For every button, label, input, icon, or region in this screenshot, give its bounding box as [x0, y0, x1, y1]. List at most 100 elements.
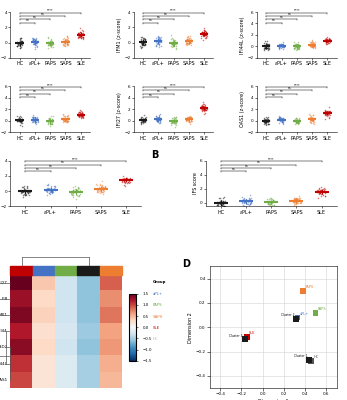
Point — [279, 42, 284, 49]
Point — [262, 116, 268, 122]
Point — [24, 184, 30, 191]
Point — [262, 118, 268, 124]
Point — [138, 120, 144, 126]
Point — [76, 111, 81, 117]
Point — [291, 118, 297, 125]
Point — [173, 116, 178, 122]
Point — [297, 119, 302, 125]
Point — [16, 116, 21, 122]
Point — [15, 43, 20, 50]
Point — [183, 118, 189, 124]
Point — [292, 195, 298, 201]
Point — [50, 189, 56, 195]
Point — [17, 39, 23, 46]
Point — [292, 121, 297, 128]
Point — [19, 123, 25, 130]
Point — [202, 32, 208, 38]
Point — [261, 119, 266, 126]
Point — [202, 28, 208, 34]
Point — [278, 41, 283, 48]
Point — [171, 38, 177, 44]
Point — [219, 202, 225, 208]
Point — [75, 192, 80, 198]
Point — [184, 114, 189, 120]
Point — [60, 112, 66, 118]
Point — [290, 199, 296, 205]
Point — [44, 185, 50, 192]
Point — [48, 37, 54, 44]
Point — [18, 39, 24, 45]
Point — [327, 109, 332, 115]
Point — [46, 115, 52, 121]
Point — [44, 188, 50, 195]
Point — [267, 202, 272, 209]
Point — [280, 115, 286, 121]
Point — [45, 116, 51, 123]
Point — [18, 44, 23, 51]
Point — [185, 40, 190, 46]
Point — [266, 201, 272, 207]
Point — [295, 117, 301, 123]
Point — [296, 121, 301, 127]
Point — [153, 42, 159, 48]
Point — [281, 42, 286, 49]
Point — [18, 120, 24, 126]
Point — [324, 38, 330, 44]
Text: ns: ns — [287, 12, 291, 16]
Point — [296, 120, 302, 126]
Point — [50, 117, 56, 123]
Point — [168, 35, 174, 42]
Point — [15, 118, 20, 124]
Point — [101, 185, 107, 191]
Point — [323, 110, 329, 117]
Point — [143, 117, 149, 124]
Point — [263, 42, 269, 49]
Point — [214, 199, 220, 205]
Point — [174, 119, 179, 125]
Point — [71, 192, 76, 198]
Point — [143, 117, 148, 123]
Point — [94, 189, 100, 196]
Point — [311, 45, 316, 51]
Point — [76, 34, 81, 41]
Point — [44, 181, 50, 188]
Point — [217, 195, 222, 202]
Point — [127, 176, 132, 182]
Point — [185, 41, 190, 48]
Point — [310, 118, 316, 125]
Point — [49, 188, 55, 194]
Point — [188, 116, 193, 122]
Point — [247, 200, 253, 207]
Point — [308, 43, 313, 50]
Point — [64, 38, 69, 44]
Point — [75, 193, 81, 200]
Point — [62, 38, 67, 44]
Point — [124, 176, 129, 182]
Point — [79, 112, 84, 119]
Point — [308, 114, 314, 120]
Point — [201, 30, 206, 36]
Point — [297, 117, 302, 123]
Point — [184, 33, 190, 40]
Point — [184, 117, 189, 124]
Point — [201, 102, 206, 109]
Point — [248, 198, 253, 205]
Point — [157, 117, 163, 124]
Point — [33, 38, 39, 44]
Point — [35, 38, 40, 44]
Point — [141, 42, 146, 48]
Point — [327, 109, 332, 115]
Point — [79, 32, 85, 38]
Point — [295, 314, 300, 321]
Point — [240, 200, 245, 207]
Point — [76, 112, 82, 119]
Point — [62, 38, 67, 44]
Point — [47, 190, 52, 197]
Point — [50, 38, 55, 44]
Point — [280, 120, 286, 126]
Point — [323, 36, 328, 42]
Point — [34, 39, 40, 45]
Point — [261, 118, 266, 125]
Point — [325, 108, 331, 114]
Point — [327, 109, 333, 116]
